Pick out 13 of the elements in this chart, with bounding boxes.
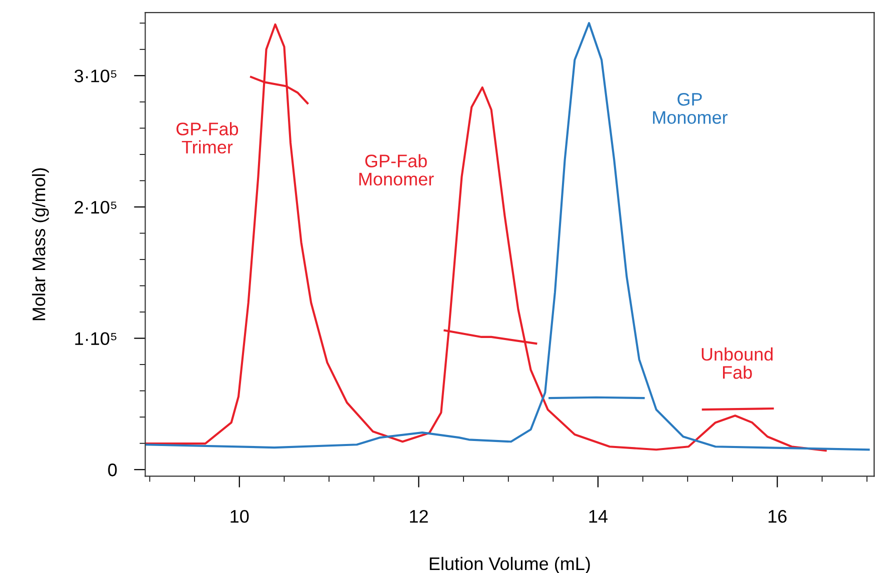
annotation: Unbound Fab — [702, 347, 773, 379]
x-tick-label: 16 — [768, 510, 787, 523]
y-axis-title: Molar Mass (g/mol) — [32, 168, 49, 320]
y-tick-label: 2·10⁵ — [74, 200, 116, 214]
annotation: GP-Fab Trimer — [176, 122, 238, 154]
text: GP Monomer — [653, 92, 728, 124]
y-tick-label: 1·10⁵ — [75, 332, 116, 345]
annotation: GP-Fab Monomer — [359, 154, 434, 186]
x-tick-label: 10 — [230, 510, 249, 523]
x-tick-label: 12 — [410, 510, 428, 523]
y-tick-label: 3·10⁵ — [74, 70, 116, 82]
y-tick-label: 0 — [108, 464, 117, 476]
x-tick-label: 14 — [589, 510, 608, 523]
